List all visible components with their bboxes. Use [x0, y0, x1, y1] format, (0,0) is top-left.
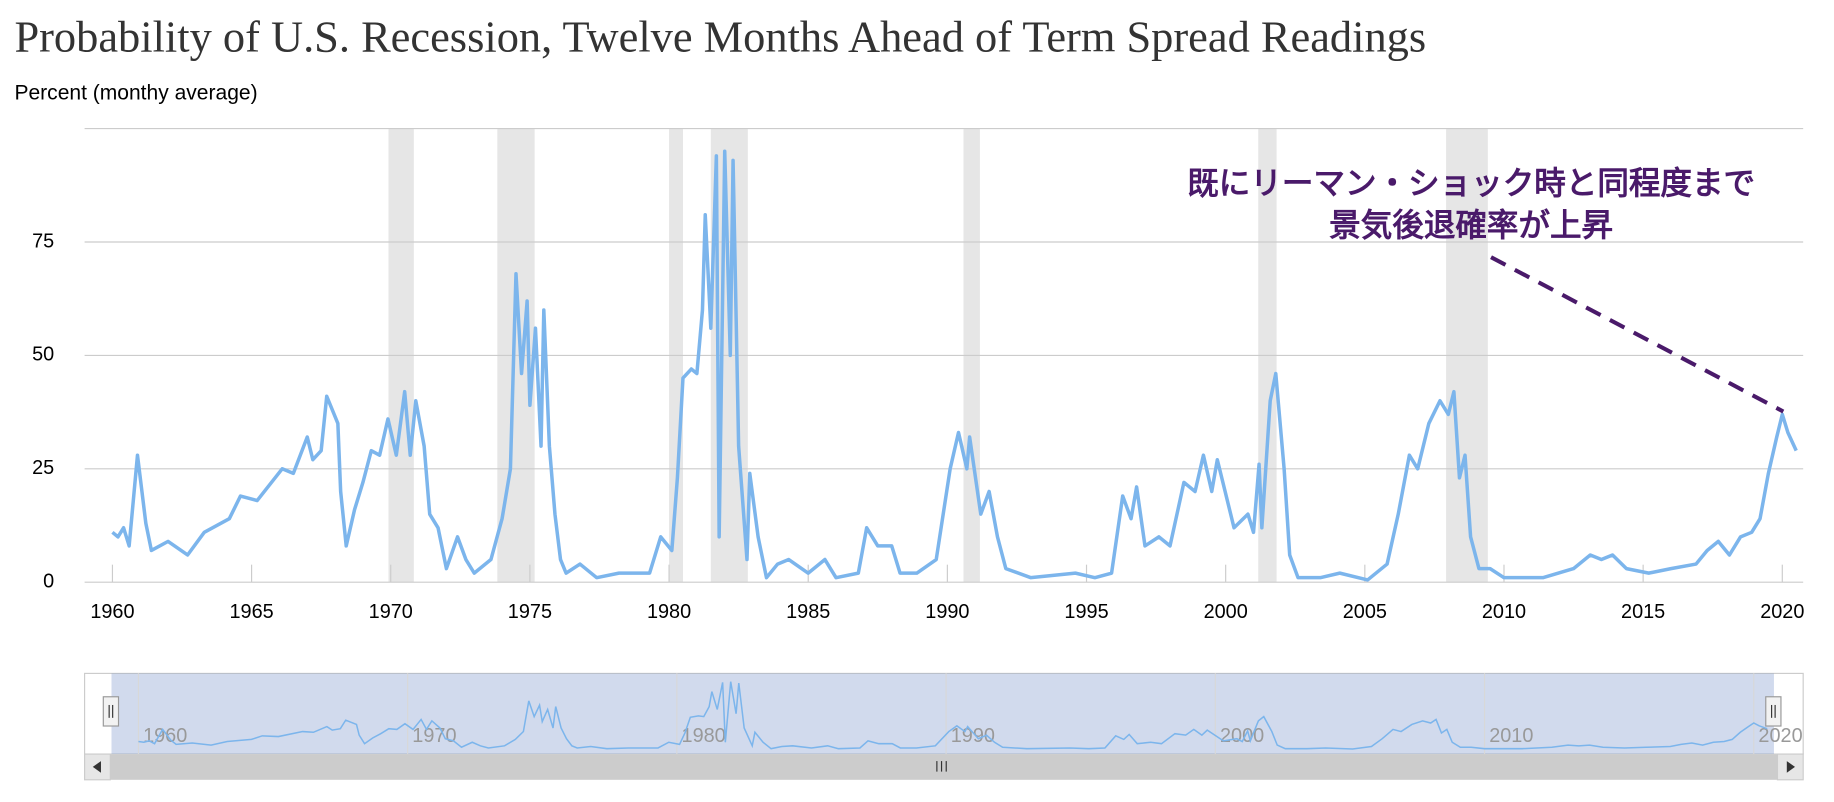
x-tick-label: 1985 [786, 601, 830, 623]
navigator-series: 1960 1970 1980 1990 2000 2010 2020 [137, 673, 1803, 755]
arrow-left [92, 761, 101, 773]
y-tick-label: 25 [32, 457, 54, 479]
navigator-line [138, 681, 1768, 750]
navigator-handle[interactable] [1765, 696, 1782, 727]
arrow-right [1786, 761, 1795, 773]
x-tick-label: 1960 [90, 601, 134, 623]
navigator-tick-label: 1960 [143, 725, 187, 747]
navigator[interactable]: 1960 1970 1980 1990 2000 2010 2020 [84, 672, 1804, 755]
scrollbar[interactable] [84, 753, 1804, 781]
series-line [111, 149, 1798, 582]
x-tick-label: 2020 [1760, 601, 1804, 623]
y-axis-label: Percent (monthy average) [14, 81, 257, 104]
plot [111, 149, 1798, 582]
navigator-frame [84, 672, 1804, 755]
navigator-tick-label: 2020 [1758, 725, 1802, 747]
x-tick-label: 1970 [369, 601, 413, 623]
navigator-handle[interactable] [102, 696, 120, 727]
navigator-tick-label: 1980 [682, 725, 726, 747]
x-tick-label: 1965 [229, 601, 273, 623]
annotation-arrow [1490, 255, 1785, 414]
x-tick-label: 1995 [1064, 601, 1108, 623]
x-tick-label: 1990 [925, 601, 969, 623]
x-tick-label: 2005 [1343, 601, 1387, 623]
scrollbar-thumb[interactable] [110, 754, 1778, 780]
x-tick-label: 1980 [647, 601, 691, 623]
navigator-tick-label: 2010 [1489, 725, 1533, 747]
y-tick-label: 0 [43, 570, 54, 592]
grid: 0 25 50 75 1960 1965 1970 1975 1980 1985 1990 1995 2… [32, 230, 1804, 623]
x-tick-label: 2000 [1204, 601, 1248, 623]
y-tick-label: 75 [32, 230, 54, 252]
x-tick-label: 2015 [1621, 601, 1665, 623]
chart-title: Probability of U.S. Recession, Twelve Mo… [14, 11, 1426, 61]
x-tick-label: 2010 [1482, 601, 1526, 623]
y-tick-label: 50 [32, 344, 54, 366]
x-tick-label: 1975 [508, 601, 552, 623]
annotation-line: 景気後退確率が上昇 [1329, 208, 1613, 244]
navigator-tick-label: 1970 [412, 725, 456, 747]
navigator-selection[interactable] [111, 673, 1774, 755]
navigator-tick-label: 2000 [1220, 725, 1264, 747]
annotation-line: 既にリーマン・ショック時と同程度まで [1187, 166, 1755, 202]
